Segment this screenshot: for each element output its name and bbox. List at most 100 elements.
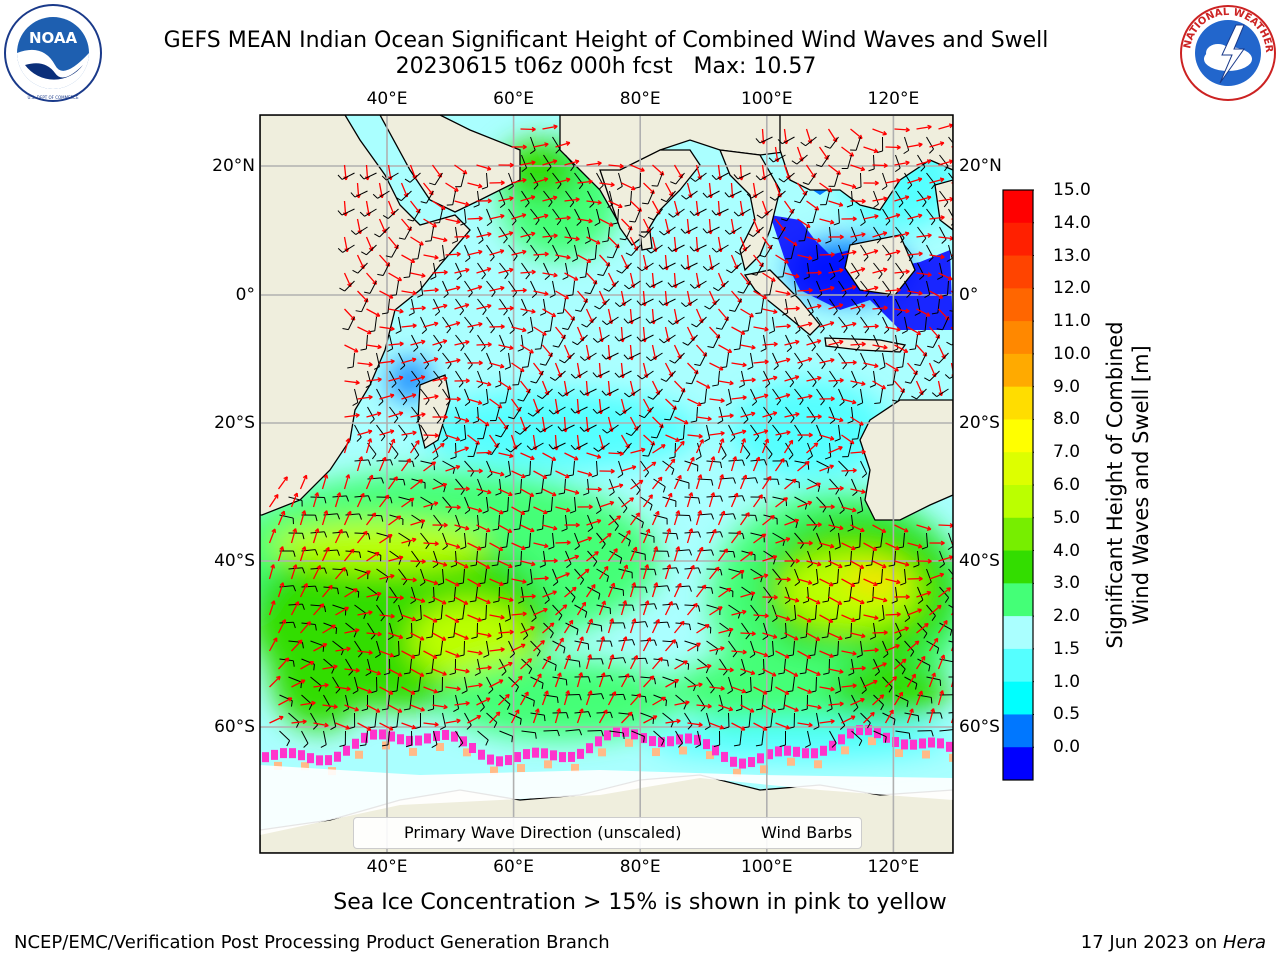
wave-direction-arrow bbox=[454, 303, 470, 310]
wind-barb-flag bbox=[375, 654, 381, 659]
wind-barb bbox=[772, 640, 774, 656]
wave-arrow-head bbox=[324, 682, 329, 688]
wind-barb-flag bbox=[741, 459, 745, 466]
wind-barb bbox=[682, 424, 685, 439]
wave-direction-arrow bbox=[467, 285, 483, 292]
wind-barb bbox=[763, 334, 767, 349]
wave-direction-arrow bbox=[542, 488, 557, 497]
wind-barb bbox=[873, 226, 882, 239]
wind-barb-flag bbox=[514, 430, 521, 435]
wind-barb bbox=[376, 352, 380, 367]
wind-barb bbox=[895, 622, 902, 636]
wind-barb bbox=[786, 208, 795, 221]
wind-barb-flag bbox=[928, 256, 934, 262]
wave-arrow-head bbox=[283, 476, 288, 481]
wave-direction-arrow bbox=[541, 655, 551, 670]
wind-barb-flag bbox=[896, 366, 903, 369]
wave-arrow-head bbox=[794, 375, 800, 380]
wave-arrow-head bbox=[542, 331, 547, 336]
wind-barb-flag bbox=[972, 594, 974, 600]
wave-arrow-head bbox=[816, 237, 822, 243]
wave-arrow-head bbox=[852, 360, 857, 366]
wave-direction-arrow bbox=[709, 432, 725, 436]
wave-arrow-head bbox=[924, 622, 929, 628]
wave-direction-arrow bbox=[841, 146, 854, 157]
wave-direction-arrow bbox=[423, 542, 439, 545]
wind-barb-flag bbox=[667, 320, 674, 325]
wind-barb-flag bbox=[365, 672, 372, 676]
colorbar-segment bbox=[1003, 321, 1033, 355]
wind-barb-flag bbox=[460, 489, 465, 496]
wave-arrow-head bbox=[794, 518, 800, 524]
wind-barb-flag bbox=[778, 178, 785, 183]
wave-arrow-head bbox=[418, 479, 423, 484]
wind-barb bbox=[475, 550, 478, 565]
wind-barb-flag bbox=[893, 719, 896, 726]
wave-direction-arrow bbox=[775, 358, 791, 364]
wave-direction-arrow bbox=[850, 698, 865, 706]
wave-direction-arrow bbox=[740, 344, 756, 349]
wave-arrow-head bbox=[728, 706, 734, 712]
wind-barb-flag bbox=[732, 652, 738, 658]
wave-direction-arrow bbox=[784, 307, 800, 310]
wind-barb bbox=[398, 640, 400, 656]
wave-direction-arrow bbox=[467, 578, 481, 587]
sea-ice-cell bbox=[694, 734, 701, 745]
wind-barb-flag bbox=[352, 269, 359, 274]
wave-direction-arrow bbox=[585, 308, 594, 323]
wave-arrow-head bbox=[874, 615, 879, 621]
wind-barb bbox=[440, 604, 443, 619]
wave-direction-arrow bbox=[630, 448, 646, 454]
wind-barb-flag bbox=[719, 461, 723, 469]
wind-barb-flag bbox=[576, 220, 582, 226]
wind-barb bbox=[417, 244, 421, 259]
wave-arrow-head bbox=[478, 650, 483, 656]
wave-arrow-head bbox=[600, 672, 606, 677]
wave-direction-arrow bbox=[906, 673, 916, 688]
wind-barb-flag bbox=[468, 292, 473, 298]
wave-direction-arrow bbox=[740, 412, 756, 418]
wave-arrow-head bbox=[685, 700, 690, 706]
sea-ice-band bbox=[262, 725, 953, 777]
wave-arrow-head bbox=[366, 570, 371, 575]
wind-barb-flag bbox=[492, 528, 499, 531]
wind-barb bbox=[910, 370, 918, 384]
wind-barb-flag bbox=[817, 485, 821, 492]
wave-arrow-head bbox=[507, 528, 513, 533]
wind-barb bbox=[608, 280, 619, 292]
wind-barb-flag bbox=[702, 228, 708, 234]
wave-direction-arrow bbox=[366, 344, 382, 348]
wave-arrow-head bbox=[852, 683, 857, 689]
wave-direction-arrow bbox=[928, 638, 939, 652]
wave-direction-arrow bbox=[620, 530, 631, 544]
wind-barb-flag bbox=[600, 625, 603, 632]
wave-arrow-head bbox=[707, 416, 712, 422]
wave-arrow-head bbox=[565, 572, 570, 577]
wave-arrow-head bbox=[860, 303, 866, 309]
sea-ice-cell bbox=[406, 735, 413, 746]
wind-barb bbox=[838, 208, 840, 224]
colorbar-segment bbox=[1003, 517, 1033, 552]
wind-barb bbox=[587, 729, 602, 732]
wave-arrow-head bbox=[531, 126, 536, 132]
wind-barb bbox=[442, 244, 445, 259]
sea-ice-cell bbox=[598, 748, 606, 757]
wave-arrow-head bbox=[381, 456, 387, 462]
wind-barb bbox=[728, 676, 734, 691]
wind-barb-flag bbox=[415, 381, 421, 388]
wind-barb-flag bbox=[710, 513, 715, 520]
wave-arrow-head bbox=[442, 671, 447, 676]
wave-arrow-head bbox=[279, 546, 285, 551]
wind-barb bbox=[619, 298, 632, 308]
wave-arrow-head bbox=[808, 321, 813, 327]
wind-barb-flag bbox=[733, 174, 739, 180]
wind-barb bbox=[433, 514, 443, 527]
wave-arrow-head bbox=[838, 563, 843, 569]
wind-barb bbox=[926, 604, 936, 617]
wind-barb-flag bbox=[760, 576, 763, 583]
wind-barb bbox=[763, 370, 771, 384]
colorbar-tick-label: 0.5 bbox=[1053, 704, 1081, 725]
wave-direction-arrow bbox=[520, 195, 536, 202]
wave-direction-arrow bbox=[642, 398, 652, 413]
wave-arrow-head bbox=[794, 597, 800, 603]
